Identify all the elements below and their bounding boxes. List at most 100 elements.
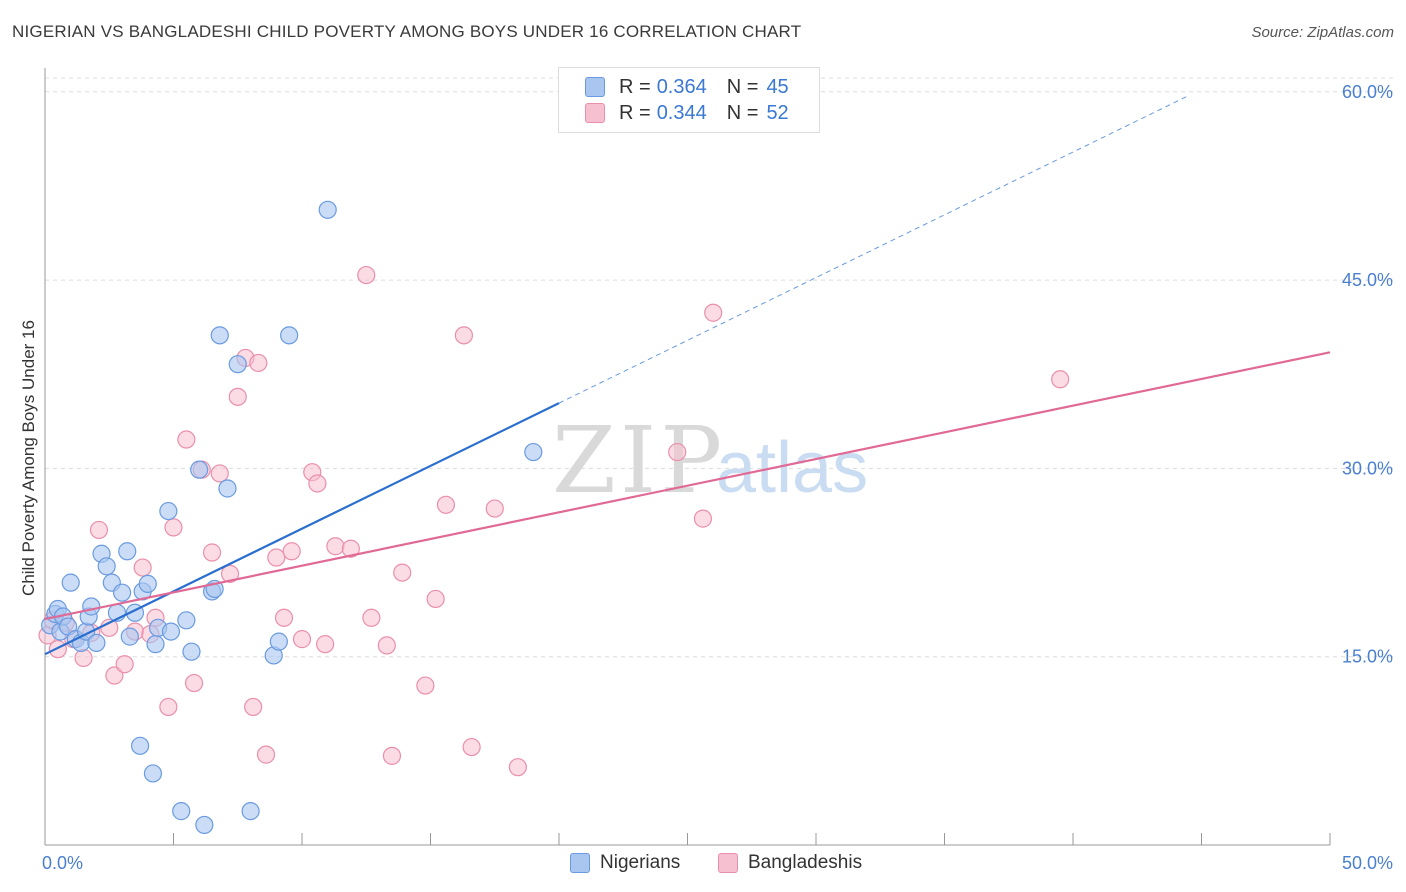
bangladeshis-point [704, 303, 723, 322]
nigerians-point [87, 633, 106, 652]
bangladeshis-point [377, 636, 396, 655]
bangladeshis-point [326, 537, 345, 556]
trend-lines [44, 95, 1331, 656]
bangladeshis-point [274, 608, 294, 627]
legend-label: Bangladeshis [748, 852, 863, 873]
nigerians-point [218, 479, 237, 498]
bangladeshis-point [341, 539, 360, 558]
legend-r-label: R = [619, 75, 651, 98]
bangladeshis-point [256, 745, 276, 764]
nigerians-point [195, 815, 214, 835]
legend-item-bangladeshis[interactable]: Bangladeshis [718, 852, 862, 874]
bangladeshis-point [668, 442, 687, 462]
nigerians-point [118, 542, 137, 561]
nigerians-points [41, 200, 543, 835]
nigerians-point [210, 326, 229, 345]
nigerians-point [172, 802, 191, 821]
nigerians-point [120, 627, 139, 646]
legend-n-value: 45 [766, 75, 789, 98]
nigerians-point [82, 597, 101, 616]
nigerians-point [177, 611, 196, 630]
bangladeshis-point [164, 518, 183, 537]
nigerians-point [112, 583, 132, 602]
bangladeshis-point [210, 464, 229, 483]
tick-labels: 15.0% 30.0% 45.0% 60.0% 0.0% 50.0% [42, 82, 1393, 873]
grid-lines [45, 77, 1395, 658]
nigerians-point [228, 355, 247, 374]
bangladeshis-point [454, 326, 474, 345]
bangladeshis-trend-line [44, 351, 1331, 621]
bangladeshis-point [426, 589, 445, 609]
bangladeshis-point [508, 758, 527, 777]
bangladeshis-point [177, 430, 196, 449]
bangladeshis-swatch [718, 853, 738, 873]
nigerians-point [146, 635, 165, 654]
nigerians-swatch [570, 853, 590, 873]
chart-title: NIGERIAN VS BANGLADESHI CHILD POVERTY AM… [12, 22, 802, 41]
legend-row-nigerians: R = 0.364 N = 45 [585, 75, 789, 99]
bangladeshis-point [184, 673, 204, 693]
y-tick-label: 45.0% [1342, 270, 1393, 290]
nigerians-point [280, 326, 299, 345]
nigerians-point [97, 557, 116, 576]
nigerians-trend-extension [558, 95, 1189, 404]
bangladeshis-swatch [585, 103, 605, 123]
nigerians-point [138, 574, 157, 593]
bangladeshis-point [48, 640, 67, 659]
legend-label: Nigerians [600, 852, 681, 873]
nigerians-point [161, 622, 181, 641]
y-axis-label: Child Poverty Among Boys Under 16 [19, 320, 38, 596]
correlation-legend: R = 0.364 N = 45 R = 0.344 N = 52 [558, 67, 820, 133]
nigerians-point [524, 442, 543, 462]
nigerians-point [182, 642, 201, 661]
bangladeshis-point [382, 746, 402, 765]
nigerians-point [159, 501, 178, 521]
bangladeshis-point [693, 509, 713, 528]
bangladeshis-point [416, 676, 435, 695]
bangladeshis-point [393, 563, 412, 582]
bangladeshis-point [357, 265, 376, 285]
y-tick-label: 30.0% [1342, 458, 1393, 478]
nigerians-point [190, 460, 209, 479]
bangladeshis-point [74, 648, 93, 668]
nigerians-point [269, 632, 288, 651]
axes [44, 68, 1331, 846]
nigerians-point [318, 200, 337, 219]
bangladeshis-point [436, 495, 456, 514]
legend-n-value: 52 [766, 101, 789, 124]
bangladeshis-point [115, 655, 134, 674]
watermark: ZIP atlas [552, 407, 868, 514]
y-tick-label: 60.0% [1342, 82, 1393, 102]
bangladeshis-point [244, 697, 263, 717]
bangladeshis-point [133, 558, 152, 577]
legend-r-value: 0.364 [656, 75, 707, 98]
nigerians-swatch [585, 77, 605, 97]
legend-n-label: N = [726, 101, 759, 124]
nigerians-trend-line [44, 402, 560, 656]
series-legend: Nigerians Bangladeshis [0, 852, 1406, 878]
nigerians-point [61, 573, 80, 592]
x-tick-label: 50.0% [1342, 853, 1393, 873]
bangladeshis-point [362, 608, 381, 627]
watermark-zip: ZIP [552, 407, 726, 514]
legend-n-label: N = [726, 75, 759, 98]
bangladeshis-point [292, 630, 312, 649]
bangladeshis-point [462, 737, 481, 757]
legend-r-value: 0.344 [656, 101, 707, 124]
legend-r-label: R = [619, 101, 651, 124]
legend-item-nigerians[interactable]: Nigerians [570, 852, 680, 874]
bangladeshis-point [282, 542, 301, 561]
y-tick-label: 15.0% [1342, 647, 1393, 667]
bangladeshis-point [202, 543, 222, 562]
nigerians-point [130, 736, 150, 755]
bangladeshis-point [105, 666, 124, 685]
bangladeshis-point [485, 499, 504, 518]
legend-row-bangladeshis: R = 0.344 N = 52 [585, 101, 789, 125]
bangladeshis-point [220, 564, 240, 583]
bangladeshis-point [267, 548, 286, 567]
x-tick-label: 0.0% [42, 853, 83, 873]
bangladeshis-point [89, 520, 109, 540]
nigerians-point [143, 764, 163, 783]
bangladeshis-points [38, 265, 1070, 777]
